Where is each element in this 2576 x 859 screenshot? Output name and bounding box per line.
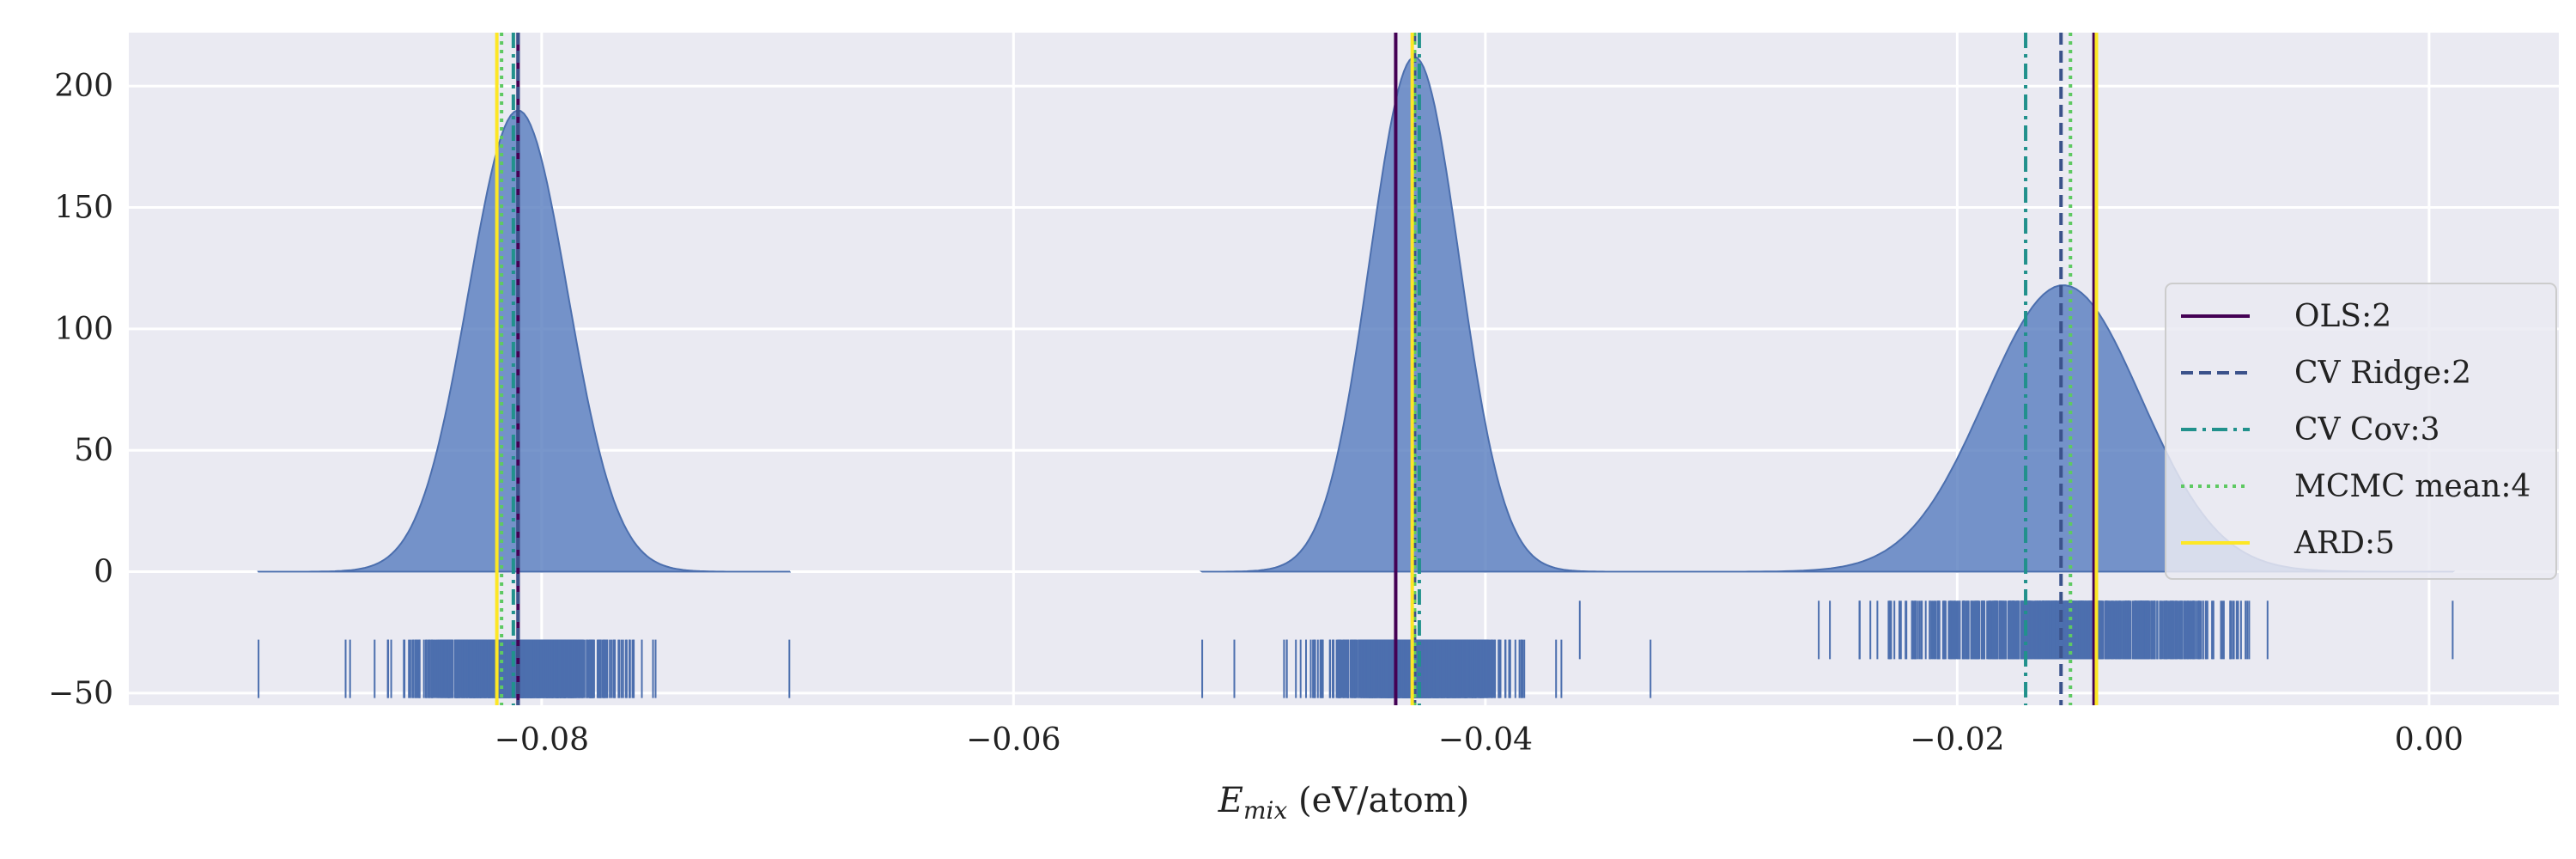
x-tick-label: −0.06	[966, 722, 1060, 758]
y-tick-label: 150	[54, 191, 113, 226]
x-tick-label: −0.02	[1910, 722, 2004, 758]
legend-label: MCMC mean:4	[2294, 469, 2530, 504]
density-area-1	[257, 109, 792, 573]
y-tick-label: 200	[54, 69, 113, 104]
y-tick-label: −50	[48, 676, 113, 711]
rug-marks	[258, 600, 2454, 698]
x-tick-labels: −0.08 −0.06 −0.04 −0.02 0.00	[495, 722, 2464, 758]
legend-box	[2165, 283, 2557, 580]
y-tick-label: 0	[94, 555, 113, 590]
legend: OLS:2 CV Ridge:2 CV Cov:3 MCMC mean:4 ARD:5	[2165, 283, 2557, 580]
y-tick-labels: −50 0 50 100 150 200	[48, 69, 113, 711]
x-tick-label: −0.04	[1438, 722, 1533, 758]
reference-lines	[495, 33, 2099, 705]
x-tick-label: 0.00	[2395, 722, 2464, 758]
legend-label: OLS:2	[2294, 299, 2391, 334]
legend-label: ARD:5	[2293, 526, 2395, 561]
y-tick-label: 50	[74, 433, 113, 468]
legend-label: CV Cov:3	[2294, 412, 2440, 448]
x-axis-label: Emix (eV/atom)	[1218, 781, 1469, 825]
y-tick-label: 100	[54, 312, 113, 347]
x-tick-label: −0.08	[495, 722, 589, 758]
legend-label: CV Ridge:2	[2294, 356, 2471, 391]
